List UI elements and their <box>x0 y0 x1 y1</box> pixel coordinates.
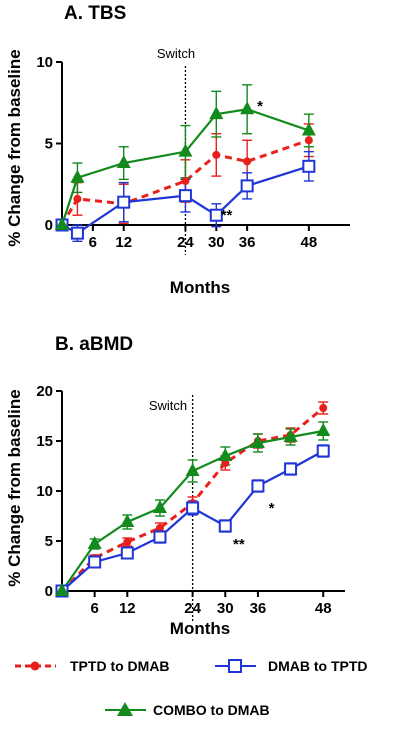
a-point-dmab <box>117 195 131 209</box>
a-point-dmab <box>70 226 84 240</box>
a-point-tptd <box>243 157 252 166</box>
a-point-tptd <box>181 176 190 185</box>
b-y-tick-label: 5 <box>45 533 53 550</box>
b-point-dmab <box>218 519 232 533</box>
legend-marker-combo <box>117 702 133 716</box>
b-x-tick-label: 30 <box>217 600 234 617</box>
legend-label-combo: COMBO to DMAB <box>153 702 270 718</box>
b-point-combo <box>250 435 265 448</box>
b-point-tptd <box>319 404 328 412</box>
a-point-combo <box>301 122 316 136</box>
legend-item-dmab: DMAB to TPTD <box>215 658 368 674</box>
b-point-dmab <box>153 530 167 544</box>
a-point-combo <box>70 169 85 183</box>
a-point-combo <box>240 101 255 115</box>
legend-item-combo: COMBO to DMAB <box>105 702 270 718</box>
a-y-tick-label: 0 <box>45 217 53 234</box>
a-x-tick-label: 48 <box>301 234 318 251</box>
a-point-tptd <box>212 150 221 159</box>
b-point-tptd <box>123 538 132 546</box>
a-point-dmab <box>240 179 254 193</box>
b-point-combo <box>185 463 200 476</box>
a-point-combo <box>209 106 224 120</box>
panel-b-xlabel: Months <box>170 619 230 638</box>
b-point-combo <box>218 448 233 461</box>
b-point-dmab <box>186 501 200 515</box>
a-point-tptd <box>73 194 82 203</box>
legend-label-dmab: DMAB to TPTD <box>268 658 368 674</box>
b-x-tick-label: 6 <box>90 600 98 617</box>
b-point-combo <box>152 500 167 513</box>
panel-a-switch-label: Switch <box>157 46 195 61</box>
a-x-tick-label: 36 <box>239 234 256 251</box>
b-x-tick-label: 36 <box>250 600 267 617</box>
panel-a-ylabel: % Change from baseline <box>5 49 24 246</box>
legend: TPTD to DMAB DMAB to TPTD COMBO to DMAB <box>15 658 368 718</box>
legend-marker-dmab <box>228 659 242 673</box>
b-y-tick-label: 15 <box>36 433 53 450</box>
legend-label-tptd: TPTD to DMAB <box>70 658 170 674</box>
a-point-tptd <box>304 136 313 145</box>
a-point-dmab <box>302 159 316 173</box>
a-x-tick-label: 12 <box>115 234 132 251</box>
b-point-dmab <box>88 555 102 569</box>
panel-a-tbs: A. TBS Months % Change from baseline Swi… <box>5 3 350 297</box>
legend-item-tptd: TPTD to DMAB <box>15 658 170 674</box>
b-point-tptd <box>155 524 164 532</box>
panel-a-xlabel: Months <box>170 278 230 297</box>
a-point-combo <box>178 143 193 157</box>
a-x-tick-label: 30 <box>208 234 225 251</box>
b-point-dmab <box>316 444 330 458</box>
b-annotation: * <box>269 500 275 517</box>
a-y-tick-label: 5 <box>45 136 53 153</box>
b-x-tick-label: 48 <box>315 600 332 617</box>
a-point-dmab <box>209 208 223 222</box>
a-annotation: * <box>257 98 263 115</box>
b-y-tick-label: 0 <box>45 583 53 600</box>
panel-b-title: B. aBMD <box>55 334 133 355</box>
panel-b-switch-label: Switch <box>149 398 187 413</box>
b-annotation: ** <box>233 536 245 553</box>
b-x-tick-label: 12 <box>119 600 136 617</box>
b-point-combo <box>120 514 135 527</box>
b-y-tick-label: 10 <box>36 483 53 500</box>
b-point-combo <box>55 583 69 596</box>
panel-b-ylabel: % Change from baseline <box>5 389 24 586</box>
b-y-tick-label: 20 <box>36 383 53 400</box>
a-annotation: ** <box>221 207 233 224</box>
panel-b-abmd: B. aBMD Months % Change from baseline Sw… <box>5 334 345 638</box>
panel-a-title: A. TBS <box>64 3 126 24</box>
b-point-dmab <box>251 479 265 493</box>
legend-marker-tptd <box>30 661 40 671</box>
b-point-dmab <box>120 546 134 560</box>
b-point-combo <box>283 429 298 442</box>
a-x-tick-label: 6 <box>89 234 97 251</box>
a-point-combo <box>55 217 69 230</box>
b-point-combo <box>87 536 102 549</box>
a-point-dmab <box>178 189 192 203</box>
a-point-combo <box>116 155 131 169</box>
b-point-combo <box>316 423 331 436</box>
b-point-dmab <box>284 462 298 476</box>
a-y-tick-label: 10 <box>36 54 53 71</box>
